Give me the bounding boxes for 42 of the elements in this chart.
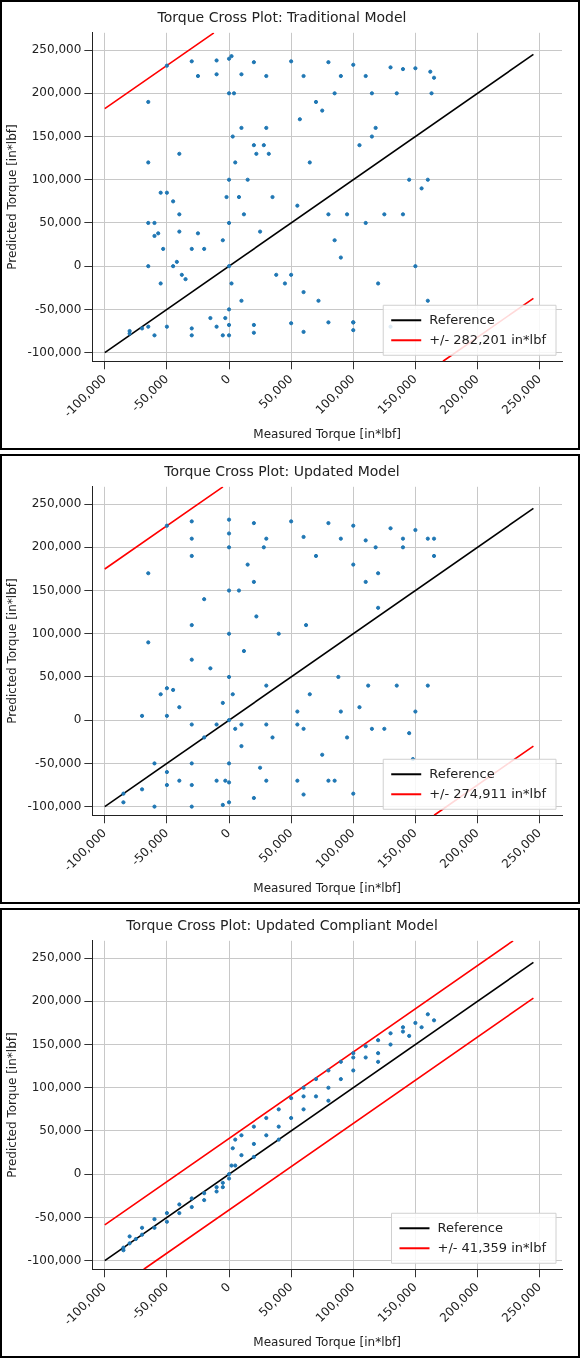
y-tick-label: 250,000 xyxy=(31,496,82,511)
y-tick-label: 0 xyxy=(73,1166,82,1181)
y-tick-label: 50,000 xyxy=(39,669,82,684)
y-tick-label: 200,000 xyxy=(31,85,82,100)
y-tick-label: 250,000 xyxy=(31,950,82,965)
chart-title: Torque Cross Plot: Traditional Model xyxy=(156,9,407,26)
legend-label: Reference xyxy=(429,765,495,781)
legend-label: +/- 41,359 in*lbf xyxy=(437,1239,547,1255)
y-tick-label: 0 xyxy=(73,258,82,273)
chart-title: Torque Cross Plot: Updated Compliant Model xyxy=(125,917,438,934)
y-tick-label: 50,000 xyxy=(39,215,82,230)
y-tick-label: -100,000 xyxy=(27,798,82,813)
y-axis-title: Predicted Torque [in*lbf] xyxy=(5,1032,20,1178)
y-axis-title: Predicted Torque [in*lbf] xyxy=(5,578,20,724)
y-tick-label: 150,000 xyxy=(31,1036,82,1051)
x-axis-title: Measured Torque [in*lbf] xyxy=(253,880,402,895)
y-tick-label: 50,000 xyxy=(39,1123,82,1138)
legend-label: Reference xyxy=(429,311,495,327)
legend-label: +/- 274,911 in*lbf xyxy=(429,785,547,801)
y-tick-label: 100,000 xyxy=(31,171,82,186)
y-tick-label: 150,000 xyxy=(31,582,82,597)
x-axis-title: Measured Torque [in*lbf] xyxy=(253,426,402,441)
x-tick-label: 0 xyxy=(218,371,234,388)
y-tick-label: 150,000 xyxy=(31,128,82,143)
y-tick-label: 100,000 xyxy=(31,625,82,640)
x-axis-title: Measured Torque [in*lbf] xyxy=(253,1334,402,1349)
x-tick-label: 0 xyxy=(218,825,234,842)
x-tick-label: 0 xyxy=(218,1279,234,1296)
y-tick-label: 200,000 xyxy=(31,993,82,1008)
y-tick-label: 100,000 xyxy=(31,1079,82,1094)
legend-label: +/- 282,201 in*lbf xyxy=(429,331,547,347)
y-tick-label: -100,000 xyxy=(27,1252,82,1267)
y-tick-label: -50,000 xyxy=(35,1209,82,1224)
y-tick-label: -50,000 xyxy=(35,755,82,770)
legend-label: Reference xyxy=(437,1219,503,1235)
y-tick-label: 0 xyxy=(73,712,82,727)
y-tick-label: 250,000 xyxy=(31,42,82,57)
chart-title: Torque Cross Plot: Updated Model xyxy=(163,463,400,480)
y-axis-title: Predicted Torque [in*lbf] xyxy=(5,124,20,270)
y-tick-label: 200,000 xyxy=(31,539,82,554)
y-tick-label: -100,000 xyxy=(27,344,82,359)
y-tick-label: -50,000 xyxy=(35,301,82,316)
